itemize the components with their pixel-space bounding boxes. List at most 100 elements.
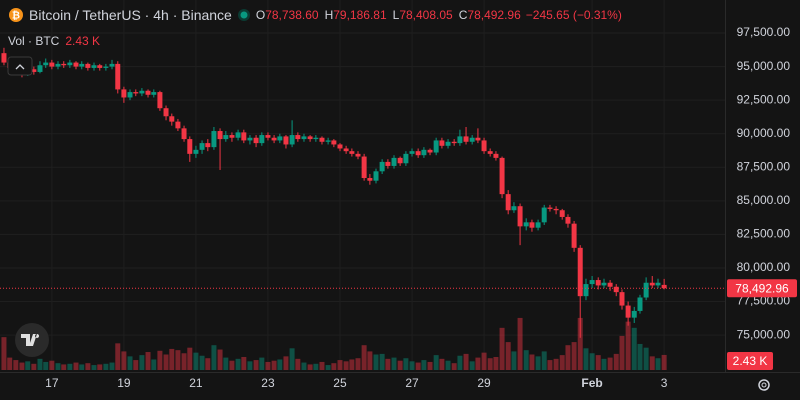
volume-bar xyxy=(493,356,499,370)
candle-body xyxy=(511,206,517,211)
volume-bar xyxy=(79,364,85,370)
candle-body xyxy=(277,136,283,141)
candle-body xyxy=(421,149,427,156)
volume-bar xyxy=(127,356,133,370)
candle-body xyxy=(337,144,343,149)
volume-bar xyxy=(559,355,565,370)
volume-bar xyxy=(433,355,439,370)
candle-body xyxy=(181,128,187,140)
volume-bar xyxy=(415,362,421,370)
volume-bar xyxy=(289,348,295,370)
volume-bar xyxy=(631,327,637,370)
volume-title: Vol · BTC xyxy=(8,34,60,48)
volume-bar xyxy=(253,360,259,370)
collapse-button[interactable] xyxy=(7,56,33,76)
candle-body xyxy=(589,280,595,285)
volume-bar xyxy=(271,360,277,370)
candle-body xyxy=(97,65,103,68)
volume-bar xyxy=(115,343,121,370)
volume-bar xyxy=(49,360,55,370)
volume-bar xyxy=(463,353,469,370)
volume-bar xyxy=(469,361,475,370)
x-tick-label: 25 xyxy=(333,376,347,390)
volume-bar xyxy=(505,342,511,370)
volume-bar xyxy=(421,360,427,370)
volume-bar xyxy=(175,350,181,370)
grid xyxy=(0,0,725,370)
volume-bar xyxy=(511,351,517,370)
candle-body xyxy=(373,171,379,181)
volume-bar xyxy=(391,357,397,370)
gear-center xyxy=(761,382,767,388)
candle-body xyxy=(271,137,277,141)
x-tick-label: 3 xyxy=(661,376,668,390)
volume-bar xyxy=(619,335,625,370)
ohlc-key: C xyxy=(458,8,468,22)
candle-body xyxy=(217,131,223,140)
volume-bar xyxy=(643,347,649,370)
volume-bar xyxy=(85,363,91,370)
settings-button[interactable] xyxy=(758,379,770,391)
ohlc-item: H79,186.81 xyxy=(325,8,387,22)
candle-body xyxy=(553,208,559,211)
candle-body xyxy=(487,151,493,154)
volume-bar xyxy=(529,354,535,370)
candle-body xyxy=(601,282,607,286)
volume-bar xyxy=(361,345,367,370)
volume-bar xyxy=(13,360,19,370)
volume-bars xyxy=(1,317,667,370)
candle-body xyxy=(571,223,577,248)
volume-bar xyxy=(97,364,103,370)
candle-body xyxy=(301,136,307,140)
candle-body xyxy=(289,135,295,145)
volume-bar xyxy=(535,356,541,370)
volume-bar xyxy=(91,365,97,370)
x-tick-label: Feb xyxy=(581,376,602,390)
volume-bar xyxy=(589,353,595,370)
volume-bar xyxy=(7,357,13,370)
volume-bar xyxy=(457,355,463,370)
candle-body xyxy=(157,92,163,109)
symbol[interactable]: Bitcoin / TetherUS · 4h · Binance xyxy=(29,7,232,23)
collapse-box xyxy=(7,56,33,76)
candle-body xyxy=(103,66,109,68)
candle-body xyxy=(67,62,73,66)
volume-bar xyxy=(241,356,247,370)
logo-mark xyxy=(21,334,40,346)
candle-body xyxy=(49,62,55,67)
x-tick-label: 17 xyxy=(45,376,59,390)
volume-bar xyxy=(427,361,433,370)
volume-bar xyxy=(547,360,553,370)
candle-body xyxy=(643,282,649,298)
candle-body xyxy=(619,292,625,306)
x-tick-label: 23 xyxy=(261,376,275,390)
volume-axis-box xyxy=(727,352,773,370)
candle-body xyxy=(475,137,481,141)
volume-bar xyxy=(373,354,379,370)
y-tick-label: 90,000.00 xyxy=(737,126,791,140)
candle-body xyxy=(379,161,385,172)
volume-bar xyxy=(355,358,361,370)
volume-bar xyxy=(367,351,373,370)
candle-body xyxy=(1,53,7,63)
candle-body xyxy=(649,282,655,286)
volume-bar xyxy=(481,352,487,370)
volume-bar xyxy=(325,365,331,370)
last-price-label: 78,492.96 xyxy=(735,281,789,295)
volume-bar xyxy=(403,358,409,370)
volume-bar xyxy=(61,364,67,370)
candle-body xyxy=(169,116,175,122)
candle-body xyxy=(463,136,469,142)
volume-bar xyxy=(541,351,547,370)
volume-bar xyxy=(661,354,667,370)
ohlc-values: O78,738.60 H79,186.81 L78,408.05 C78,492.96 xyxy=(256,8,521,22)
tv-logo[interactable] xyxy=(15,323,49,357)
y-tick-label: 87,500.00 xyxy=(737,159,791,173)
volume-bar xyxy=(193,352,199,370)
candle-body xyxy=(613,286,619,293)
candle-body xyxy=(523,222,529,227)
candle-body xyxy=(295,135,301,140)
candle-body xyxy=(631,310,637,318)
candle-body xyxy=(427,149,433,153)
